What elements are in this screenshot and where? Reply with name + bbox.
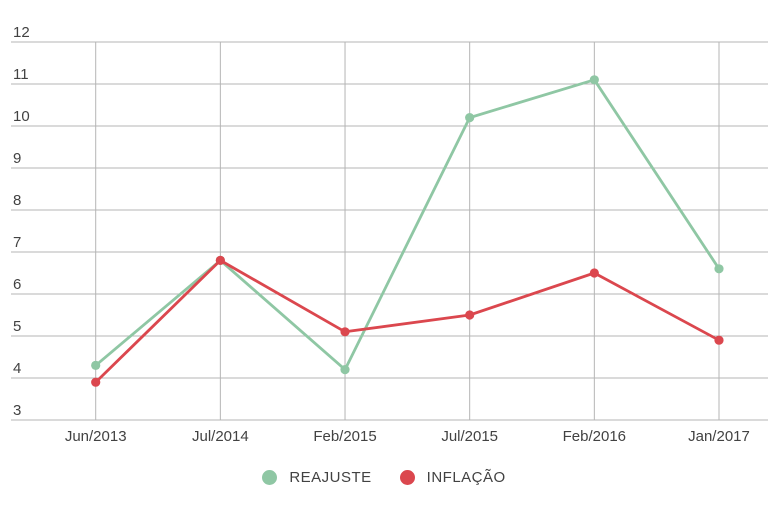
data-point-reajuste[interactable] (340, 365, 350, 375)
reajuste-legend-dot-icon (262, 470, 278, 485)
data-point-inflacao[interactable] (215, 255, 225, 265)
x-axis-tick-label: Jun/2013 (65, 428, 127, 445)
y-axis-tick-label: 3 (13, 402, 21, 419)
x-axis-tick-label: Feb/2015 (313, 428, 376, 445)
line-chart: 12 11 10 9 8 7 6 5 4 3 Jun/2013 Jul/2014 Feb/2015 Jul… (11, 24, 768, 445)
y-axis-tick-label: 8 (13, 192, 21, 209)
x-axis-tick-label: Jul/2014 (192, 428, 249, 445)
y-axis-tick-label: 11 (13, 66, 29, 83)
inflacao-legend-dot-icon (399, 470, 415, 485)
y-axis-tick-label: 9 (13, 150, 21, 167)
y-axis-tick-label: 12 (13, 24, 30, 41)
data-point-reajuste[interactable] (714, 264, 724, 274)
data-point-reajuste[interactable] (91, 360, 101, 370)
data-point-inflacao[interactable] (340, 327, 350, 337)
chart-legend: REAJUSTE INFLAÇÃO (0, 469, 768, 486)
data-point-inflacao[interactable] (589, 268, 599, 278)
x-axis-tick-label: Jul/2015 (441, 428, 498, 445)
data-point-reajuste[interactable] (465, 113, 475, 123)
legend-item-inflacao: INFLAÇÃO (399, 469, 506, 486)
data-point-inflacao[interactable] (465, 310, 475, 320)
y-axis-tick-label: 5 (13, 318, 21, 335)
y-axis-tick-label: 6 (13, 276, 21, 293)
data-point-reajuste[interactable] (589, 75, 599, 85)
legend-item-reajuste: REAJUSTE (262, 469, 371, 486)
data-point-inflacao[interactable] (714, 335, 724, 345)
data-point-inflacao[interactable] (91, 377, 101, 387)
y-axis-tick-label: 10 (13, 108, 30, 125)
series-line-inflacao (94, 258, 721, 384)
x-axis-tick-label: Jan/2017 (688, 428, 750, 445)
series-line-reajuste (94, 78, 721, 372)
y-axis-tick-label: 7 (13, 234, 21, 251)
reajuste-legend-label: REAJUSTE (289, 469, 372, 486)
inflacao-legend-label: INFLAÇÃO (426, 469, 506, 486)
y-axis-tick-label: 4 (13, 360, 21, 377)
x-axis-tick-label: Feb/2016 (563, 428, 626, 445)
